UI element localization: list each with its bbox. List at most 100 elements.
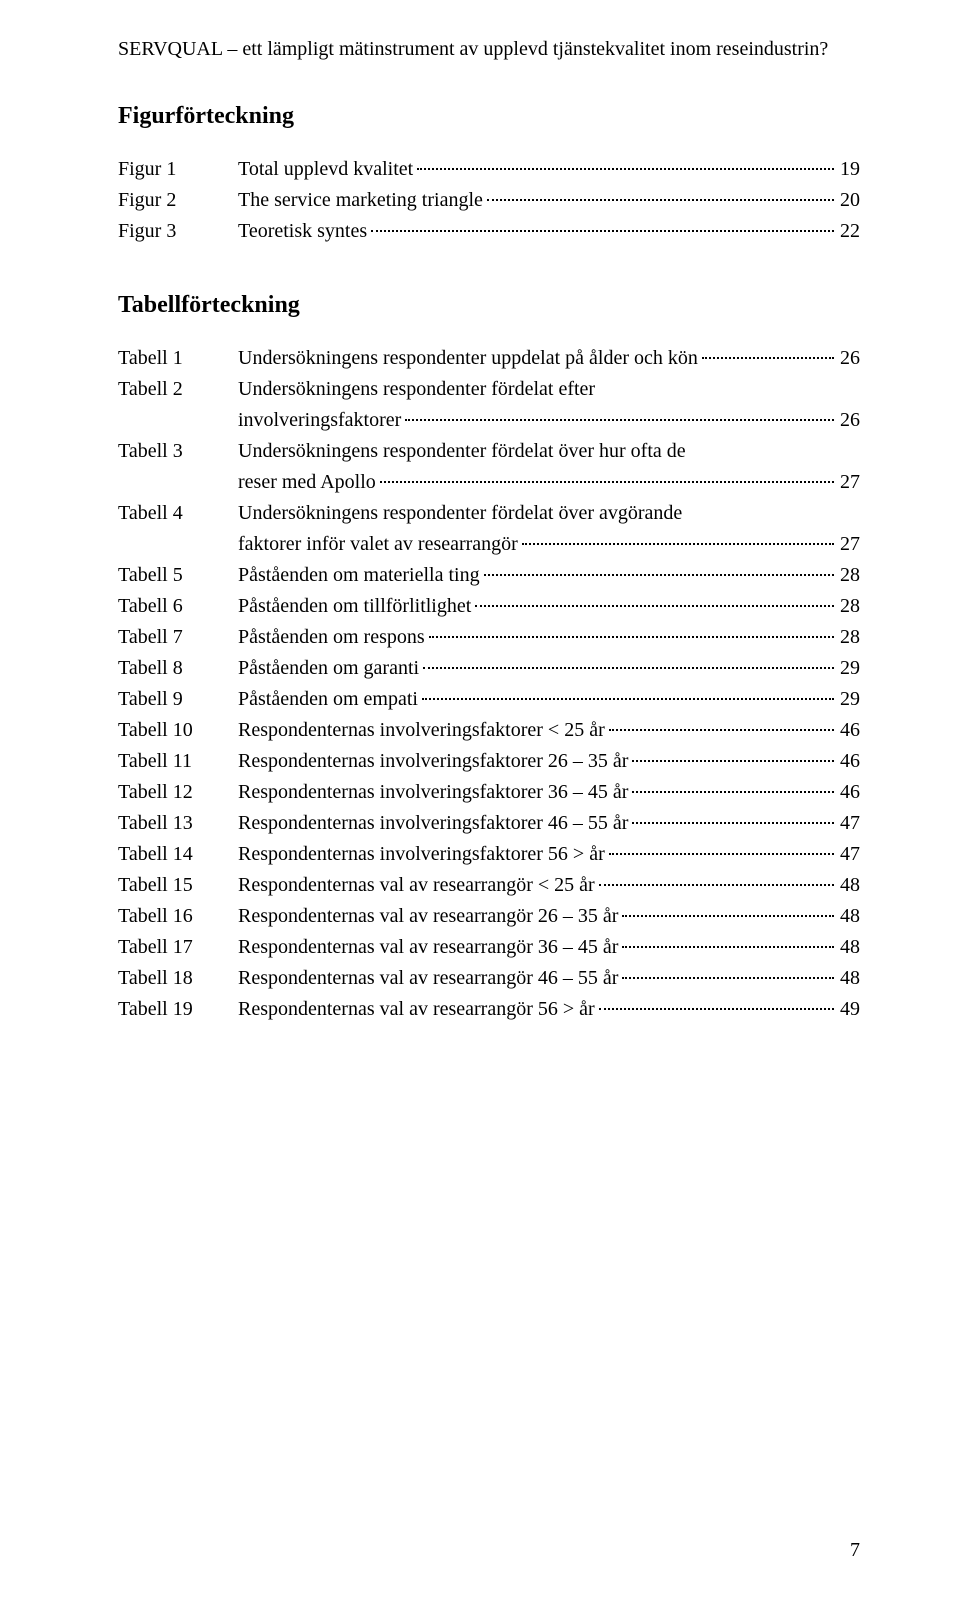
toc-label: Tabell 13: [118, 808, 238, 838]
toc-row: Tabell 17Respondenternas val av researra…: [118, 932, 860, 962]
toc-description: Undersökningens respondenter fördelat öv…: [238, 498, 682, 528]
toc-description: Respondenternas val av researrangör 26 –…: [238, 901, 618, 931]
toc-row: Tabell 16Respondenternas val av researra…: [118, 901, 860, 931]
toc-description: Påståenden om materiella ting: [238, 560, 480, 590]
toc-row: Figur 3Teoretisk syntes22: [118, 216, 860, 246]
toc-leader-dots: [609, 729, 834, 731]
toc-row: involveringsfaktorer26: [118, 405, 860, 435]
toc-page: 26: [838, 343, 860, 373]
toc-row: Figur 2The service marketing triangle 20: [118, 185, 860, 215]
toc-row: Tabell 14Respondenternas involveringsfak…: [118, 839, 860, 869]
toc-page: 49: [838, 994, 860, 1024]
toc-label: Tabell 2: [118, 374, 238, 404]
toc-row: Tabell 6Påståenden om tillförlitlighet 28: [118, 591, 860, 621]
toc-row: reser med Apollo27: [118, 467, 860, 497]
toc-leader-dots: [622, 946, 834, 948]
toc-description: Teoretisk syntes: [238, 216, 367, 246]
figure-toc-section: Figurförteckning Figur 1Total upplevd kv…: [118, 103, 860, 246]
toc-description: Påståenden om garanti: [238, 653, 419, 683]
figure-toc-heading: Figurförteckning: [118, 103, 860, 130]
toc-label: Tabell 5: [118, 560, 238, 590]
toc-label: Tabell 17: [118, 932, 238, 962]
toc-page: 47: [838, 808, 860, 838]
toc-page: 46: [838, 715, 860, 745]
toc-page: 46: [838, 746, 860, 776]
toc-page: 20: [838, 185, 860, 215]
toc-leader-dots: [423, 667, 834, 669]
toc-leader-dots: [417, 168, 834, 170]
toc-description: reser med Apollo: [238, 467, 376, 497]
toc-leader-dots: [702, 357, 834, 359]
toc-label: Tabell 4: [118, 498, 238, 528]
toc-row: Tabell 7Påståenden om respons28: [118, 622, 860, 652]
toc-label: Tabell 3: [118, 436, 238, 466]
toc-label: Tabell 15: [118, 870, 238, 900]
toc-row: Tabell 13Respondenternas involveringsfak…: [118, 808, 860, 838]
toc-description: Respondenternas involveringsfaktorer 46 …: [238, 808, 628, 838]
toc-description: Respondenternas involveringsfaktorer 36 …: [238, 777, 628, 807]
toc-row: Tabell 2Undersökningens respondenter för…: [118, 374, 860, 404]
toc-leader-dots: [371, 230, 834, 232]
toc-description: Respondenternas val av researrangör < 25…: [238, 870, 595, 900]
toc-leader-dots: [632, 822, 834, 824]
toc-label: Figur 3: [118, 216, 238, 246]
toc-row: Tabell 10Respondenternas involveringsfak…: [118, 715, 860, 745]
toc-description: Respondenternas involveringsfaktorer 56 …: [238, 839, 605, 869]
toc-label: Tabell 8: [118, 653, 238, 683]
toc-page: 27: [838, 529, 860, 559]
toc-label: Tabell 1: [118, 343, 238, 373]
toc-row: Tabell 3Undersökningens respondenter för…: [118, 436, 860, 466]
toc-description: Respondenternas val av researrangör 36 –…: [238, 932, 618, 962]
toc-leader-dots: [599, 884, 834, 886]
toc-leader-dots: [632, 760, 834, 762]
toc-page: 48: [838, 932, 860, 962]
toc-row: Tabell 9Påståenden om empati29: [118, 684, 860, 714]
table-toc-list: Tabell 1Undersökningens respondenter upp…: [118, 343, 860, 1024]
toc-description: Undersökningens respondenter fördelat ef…: [238, 374, 595, 404]
figure-toc-list: Figur 1Total upplevd kvalitet19Figur 2Th…: [118, 154, 860, 246]
toc-description: Respondenternas val av researrangör 56 >…: [238, 994, 595, 1024]
toc-row: Figur 1Total upplevd kvalitet19: [118, 154, 860, 184]
toc-leader-dots: [429, 636, 834, 638]
toc-label: Tabell 10: [118, 715, 238, 745]
toc-leader-dots: [522, 543, 834, 545]
toc-label: Figur 2: [118, 185, 238, 215]
table-toc-heading: Tabellförteckning: [118, 292, 860, 319]
toc-row: Tabell 5Påståenden om materiella ting 28: [118, 560, 860, 590]
toc-description: Undersökningens respondenter fördelat öv…: [238, 436, 686, 466]
toc-leader-dots: [609, 853, 834, 855]
toc-description: The service marketing triangle: [238, 185, 483, 215]
toc-row: Tabell 12Respondenternas involveringsfak…: [118, 777, 860, 807]
toc-page: 29: [838, 684, 860, 714]
toc-row: Tabell 11Respondenternas involveringsfak…: [118, 746, 860, 776]
toc-description: Respondenternas val av researrangör 46 –…: [238, 963, 618, 993]
toc-description: Undersökningens respondenter uppdelat på…: [238, 343, 698, 373]
toc-description: Total upplevd kvalitet: [238, 154, 413, 184]
toc-label: Tabell 19: [118, 994, 238, 1024]
toc-label: Tabell 12: [118, 777, 238, 807]
toc-leader-dots: [380, 481, 834, 483]
toc-leader-dots: [484, 574, 834, 576]
toc-page: 29: [838, 653, 860, 683]
toc-leader-dots: [475, 605, 834, 607]
toc-label: Tabell 16: [118, 901, 238, 931]
toc-leader-dots: [405, 419, 834, 421]
toc-page: 28: [838, 560, 860, 590]
toc-leader-dots: [599, 1008, 834, 1010]
toc-label: Figur 1: [118, 154, 238, 184]
toc-page: 47: [838, 839, 860, 869]
toc-page: 46: [838, 777, 860, 807]
toc-row: Tabell 18Respondenternas val av researra…: [118, 963, 860, 993]
toc-row: Tabell 8Påståenden om garanti 29: [118, 653, 860, 683]
page-number: 7: [850, 1539, 860, 1562]
toc-label: Tabell 18: [118, 963, 238, 993]
toc-label: Tabell 6: [118, 591, 238, 621]
toc-page: 28: [838, 591, 860, 621]
toc-row: Tabell 19Respondenternas val av researra…: [118, 994, 860, 1024]
toc-leader-dots: [487, 199, 834, 201]
toc-description: Påståenden om tillförlitlighet: [238, 591, 471, 621]
toc-description: Respondenternas involveringsfaktorer < 2…: [238, 715, 605, 745]
toc-page: 48: [838, 901, 860, 931]
toc-leader-dots: [632, 791, 834, 793]
table-toc-section: Tabellförteckning Tabell 1Undersökningen…: [118, 292, 860, 1024]
